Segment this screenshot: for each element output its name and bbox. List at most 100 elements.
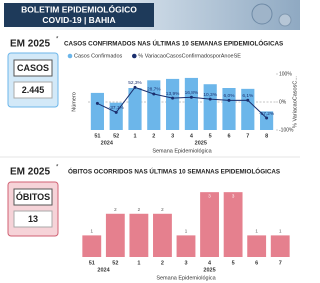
x-tick-label: 5 [209, 133, 212, 139]
x-group-label: 2024 [97, 267, 110, 273]
x-tick-label: 4 [208, 260, 212, 266]
kpi-label: ÓBITOS [16, 191, 50, 202]
kpi-value-box [13, 210, 53, 228]
data-label: 1 [279, 229, 282, 234]
line-point [95, 101, 99, 105]
data-label: 6,1% [242, 93, 254, 99]
x-tick-label: 52 [113, 133, 119, 139]
data-label: 1 [91, 229, 94, 234]
x-axis-title: Semana Epidemiológica [152, 148, 212, 154]
x-tick-label: 8 [265, 133, 268, 139]
x-tick-label: 6 [255, 260, 258, 266]
bar [200, 192, 219, 257]
data-label: -37,1% [109, 105, 125, 111]
data-label: 16,8% [185, 90, 199, 96]
line-point [133, 85, 137, 89]
y2-tick-label: 100% [279, 71, 292, 77]
x-tick-label: 51 [89, 260, 95, 266]
kpi-label-box [13, 188, 53, 206]
header-subtitle: COVID-19 | BAHIA [42, 15, 115, 25]
kpi-value: 2.445 [22, 85, 45, 95]
x-tick-label: 52 [112, 260, 118, 266]
data-label: 1 [255, 229, 258, 234]
x-tick-label: 7 [279, 260, 282, 266]
chart-title: CASOS CONFIRMADOS NAS ÚLTIMAS 10 SEMANAS… [64, 39, 283, 48]
bar [129, 213, 149, 257]
bar [105, 213, 125, 257]
line-point [227, 98, 231, 102]
x-tick-label: 2 [152, 133, 155, 139]
x-group-label: 2024 [101, 140, 114, 146]
data-label: 10,3% [203, 92, 217, 98]
bar [82, 235, 102, 257]
bar [247, 235, 267, 257]
bar [90, 92, 104, 130]
bar [223, 192, 243, 257]
x-tick-label: 3 [184, 260, 187, 266]
x-tick-label: 2 [161, 260, 164, 266]
x-tick-label: 6 [227, 133, 230, 139]
line-point [208, 97, 212, 101]
bar [166, 78, 180, 130]
bar [270, 235, 290, 257]
x-tick-label: 3 [171, 133, 174, 139]
bar [176, 235, 196, 257]
bar [109, 102, 123, 130]
line [97, 86, 267, 119]
section-label: EM 2025 [10, 167, 50, 178]
section-note: * [56, 37, 59, 43]
x-tick-label: 1 [133, 133, 136, 139]
line-point [171, 96, 175, 100]
data-label: 6,0% [224, 93, 236, 99]
bar [128, 88, 142, 130]
data-label: 1 [185, 229, 188, 234]
header-title-box [4, 3, 154, 27]
y2-tick-label: -100% [279, 127, 294, 133]
line-point [114, 110, 118, 114]
section-note: * [56, 165, 59, 171]
legend-label: Casos Confirmados [74, 53, 123, 59]
data-label: 28,7% [147, 87, 161, 93]
bar [184, 77, 198, 130]
kpi-value: 13 [28, 214, 38, 224]
legend-label: % VariacaoCasosConfirmadosporAnoeSE [138, 53, 241, 59]
y2-tick-label: 0% [279, 99, 287, 105]
header-virus-icon [278, 13, 292, 27]
x-axis-title: Semana Epidemiológica [156, 275, 216, 281]
chart-title: ÓBITOS OCORRIDOS NAS ÚLTIMAS 10 SEMANAS … [68, 167, 280, 176]
section-label: EM 2025 [10, 39, 50, 50]
x-group-label: 2025 [195, 140, 207, 146]
x-tick-label: 4 [190, 133, 194, 139]
dashboard: BOLETIM EPIDEMIOLÓGICO COVID-19 | BAHIA … [0, 0, 300, 281]
header-virus-icon [251, 3, 273, 25]
data-label: 2 [161, 207, 164, 212]
data-label: -57,2% [259, 111, 275, 117]
x-tick-label: 51 [94, 133, 100, 139]
y-axis-title: Número [71, 92, 77, 112]
line-point [189, 95, 193, 99]
bar [153, 213, 172, 257]
kpi-label: CASOS [17, 63, 49, 73]
data-label: 2 [138, 207, 141, 212]
data-label: 52,3% [128, 80, 142, 86]
y2-axis-title: % VariacaoCasosC... [292, 76, 298, 128]
x-group-label: 2025 [203, 267, 215, 273]
header-title: BOLETIM EPIDEMIOLÓGICO [21, 3, 137, 14]
x-tick-label: 7 [246, 133, 249, 139]
data-label: 3 [232, 193, 235, 198]
line-point [152, 92, 156, 96]
bar [203, 84, 217, 130]
line-point [246, 98, 250, 102]
data-label: 3 [208, 193, 211, 198]
legend-marker [131, 53, 137, 59]
data-label: 2 [114, 207, 117, 212]
kpi-label-box [13, 59, 53, 77]
line-point [265, 116, 269, 120]
legend-marker [67, 53, 73, 59]
bar [241, 88, 255, 130]
x-tick-label: 1 [137, 260, 140, 266]
data-label: 13,9% [166, 91, 180, 97]
x-tick-label: 5 [232, 260, 235, 266]
bar [260, 111, 274, 130]
bar [222, 88, 236, 130]
